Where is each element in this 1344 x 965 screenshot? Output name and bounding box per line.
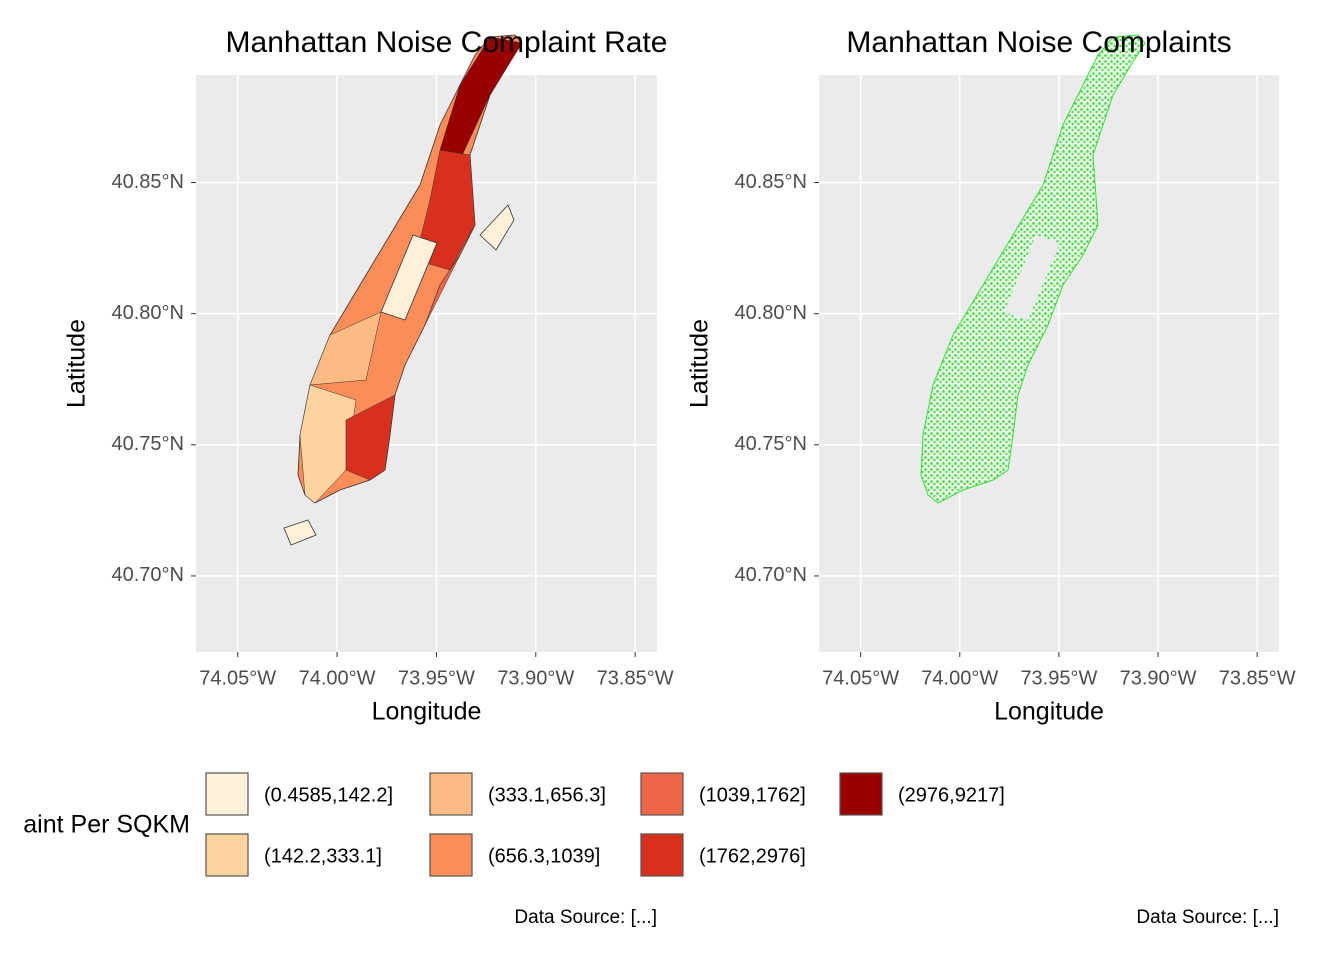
legend-label: (333.1,656.3] (488, 784, 606, 806)
y-tick-label: 40.75°N (735, 433, 808, 455)
x-tick-label: 73.85°W (597, 667, 674, 689)
district (424, 254, 461, 326)
legend-label: (2976,9217] (898, 784, 1005, 806)
x-tick-label: 74.00°W (299, 667, 376, 689)
x-tick-label: 74.05°W (199, 667, 276, 689)
legend-label: (1762,2976] (699, 845, 806, 867)
y-tick-label: 40.85°N (112, 171, 185, 193)
legend-label: (142.2,333.1] (264, 845, 382, 867)
panel-background (819, 75, 1279, 652)
legend-key (640, 833, 684, 877)
legend-title: aint Per SQKM (23, 811, 190, 839)
legend-label: (1039,1762] (699, 784, 806, 806)
x-tick-label: 73.95°W (398, 667, 475, 689)
district (345, 394, 396, 481)
panel-title: Manhattan Noise Complaint Rate (226, 26, 668, 59)
x-axis-title: Longitude (372, 698, 482, 726)
caption: Data Source: [...] (1136, 907, 1279, 928)
y-tick-label: 40.80°N (735, 302, 808, 324)
district (309, 311, 382, 386)
panel-title: Manhattan Noise Complaints (846, 26, 1231, 59)
legend-label: (656.3,1039] (488, 845, 600, 867)
x-tick-label: 73.90°W (497, 667, 574, 689)
y-tick-label: 40.80°N (112, 302, 185, 324)
x-axis-title: Longitude (994, 698, 1104, 726)
legend-key (839, 772, 883, 816)
legend-key (205, 772, 249, 816)
y-axis-title: Latitude (63, 319, 91, 408)
x-tick-label: 73.95°W (1020, 667, 1097, 689)
x-tick-label: 74.05°W (822, 667, 899, 689)
panel-background (196, 75, 657, 652)
central-park (380, 234, 438, 321)
legend-key (429, 833, 473, 877)
y-tick-label: 40.75°N (112, 433, 185, 455)
manhattan-map (283, 34, 523, 546)
y-tick-label: 40.70°N (735, 564, 808, 586)
caption: Data Source: [...] (514, 907, 657, 928)
x-tick-label: 74.00°W (921, 667, 998, 689)
legend-label: (0.4585,142.2] (264, 784, 393, 806)
y-axis-title: Latitude (686, 319, 714, 408)
y-tick-label: 40.85°N (735, 171, 808, 193)
legend-key (205, 833, 249, 877)
central-park (1004, 235, 1060, 320)
x-tick-label: 73.85°W (1219, 667, 1296, 689)
y-tick-label: 40.70°N (112, 564, 185, 586)
island (479, 204, 515, 251)
legend-key (429, 772, 473, 816)
island (283, 519, 317, 546)
x-tick-label: 73.90°W (1120, 667, 1197, 689)
legend-key (640, 772, 684, 816)
